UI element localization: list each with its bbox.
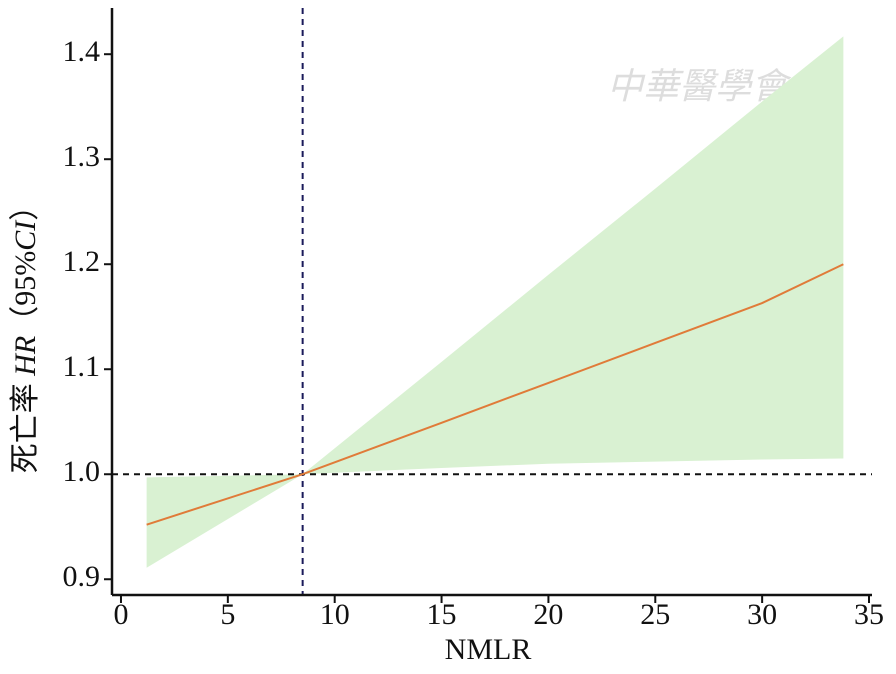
x-tick-label: 15 [427, 598, 457, 631]
y-tick-label: 1.1 [63, 350, 101, 383]
y-tick-label: 1.3 [63, 140, 101, 173]
y-tick-label: 1.2 [63, 245, 101, 278]
y-axis-label: 死亡率 HR（95%CI） [9, 191, 42, 474]
x-tick-label: 5 [220, 598, 235, 631]
watermark: 中華醫學會 [607, 66, 792, 106]
x-tick-label: 0 [113, 598, 128, 631]
x-tick-label: 35 [854, 598, 884, 631]
x-tick-label: 10 [320, 598, 350, 631]
y-label-part: CI [9, 219, 42, 251]
data-line [146, 263, 844, 526]
y-label-part: （95% [9, 251, 42, 336]
x-tick-label: 20 [533, 598, 563, 631]
y-tick-label: 1.0 [63, 455, 101, 488]
confidence-band [146, 36, 844, 568]
x-tick-label: 25 [640, 598, 670, 631]
y-tick-label: 1.4 [63, 35, 101, 68]
y-tick-label: 0.9 [63, 560, 101, 593]
y-label-part: HR [9, 336, 42, 377]
x-tick-label: 30 [747, 598, 777, 631]
y-label-part: 死亡率 [9, 376, 42, 474]
y-label-part: ） [9, 191, 42, 221]
x-axis-label: NMLR [445, 633, 532, 666]
